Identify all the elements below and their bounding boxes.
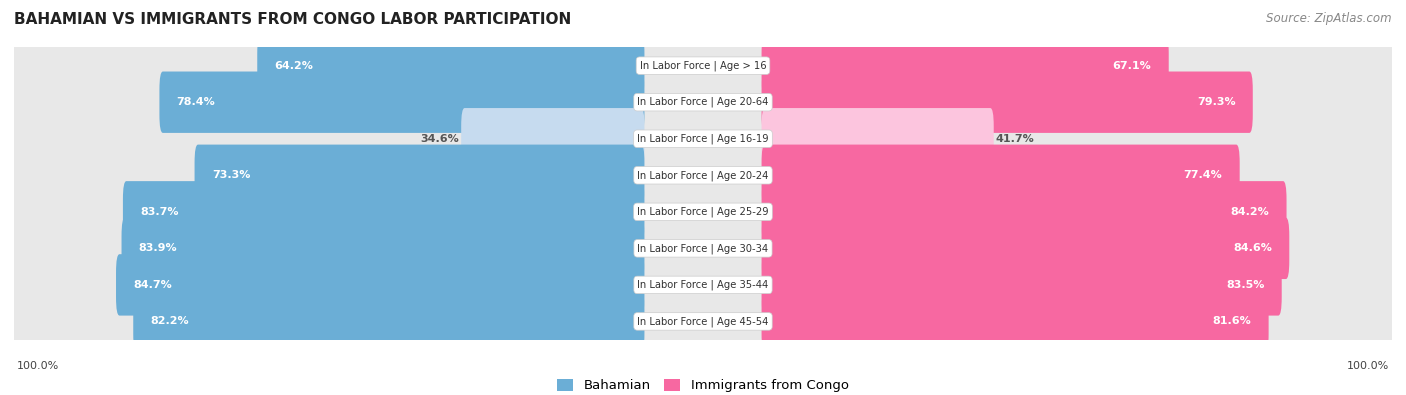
Text: 41.7%: 41.7% [995,134,1035,144]
FancyBboxPatch shape [461,108,644,169]
FancyBboxPatch shape [194,145,644,206]
FancyBboxPatch shape [11,168,1395,256]
FancyBboxPatch shape [11,22,1395,109]
Text: 64.2%: 64.2% [274,61,314,71]
FancyBboxPatch shape [762,71,1253,133]
FancyBboxPatch shape [762,254,1282,316]
FancyBboxPatch shape [257,35,644,96]
Text: 81.6%: 81.6% [1212,316,1251,326]
Text: In Labor Force | Age 30-34: In Labor Force | Age 30-34 [637,243,769,254]
Text: In Labor Force | Age 25-29: In Labor Force | Age 25-29 [637,207,769,217]
FancyBboxPatch shape [121,218,644,279]
Text: 79.3%: 79.3% [1197,97,1236,107]
Text: Source: ZipAtlas.com: Source: ZipAtlas.com [1267,12,1392,25]
Text: In Labor Force | Age 45-54: In Labor Force | Age 45-54 [637,316,769,327]
Text: In Labor Force | Age 35-44: In Labor Force | Age 35-44 [637,280,769,290]
Text: 34.6%: 34.6% [420,134,460,144]
FancyBboxPatch shape [762,218,1289,279]
FancyBboxPatch shape [762,181,1286,243]
FancyBboxPatch shape [117,254,644,316]
Text: 84.7%: 84.7% [134,280,172,290]
FancyBboxPatch shape [159,71,644,133]
FancyBboxPatch shape [11,241,1395,329]
Text: BAHAMIAN VS IMMIGRANTS FROM CONGO LABOR PARTICIPATION: BAHAMIAN VS IMMIGRANTS FROM CONGO LABOR … [14,12,571,27]
FancyBboxPatch shape [11,278,1395,365]
Text: 84.6%: 84.6% [1233,243,1272,253]
FancyBboxPatch shape [762,108,994,169]
FancyBboxPatch shape [762,35,1168,96]
Text: 83.5%: 83.5% [1226,280,1264,290]
FancyBboxPatch shape [11,95,1395,182]
Text: In Labor Force | Age > 16: In Labor Force | Age > 16 [640,60,766,71]
FancyBboxPatch shape [11,132,1395,219]
Text: 77.4%: 77.4% [1184,170,1222,180]
Legend: Bahamian, Immigrants from Congo: Bahamian, Immigrants from Congo [553,373,853,395]
Text: 78.4%: 78.4% [177,97,215,107]
Text: In Labor Force | Age 16-19: In Labor Force | Age 16-19 [637,134,769,144]
FancyBboxPatch shape [762,291,1268,352]
Text: 67.1%: 67.1% [1112,61,1152,71]
Text: 100.0%: 100.0% [17,361,59,371]
Text: 83.7%: 83.7% [141,207,179,217]
Text: 83.9%: 83.9% [139,243,177,253]
Text: 100.0%: 100.0% [1347,361,1389,371]
FancyBboxPatch shape [134,291,644,352]
Text: In Labor Force | Age 20-64: In Labor Force | Age 20-64 [637,97,769,107]
FancyBboxPatch shape [762,145,1240,206]
Text: In Labor Force | Age 20-24: In Labor Force | Age 20-24 [637,170,769,181]
FancyBboxPatch shape [11,58,1395,146]
Text: 73.3%: 73.3% [212,170,250,180]
Text: 82.2%: 82.2% [150,316,188,326]
FancyBboxPatch shape [122,181,644,243]
FancyBboxPatch shape [11,205,1395,292]
Text: 84.2%: 84.2% [1230,207,1270,217]
